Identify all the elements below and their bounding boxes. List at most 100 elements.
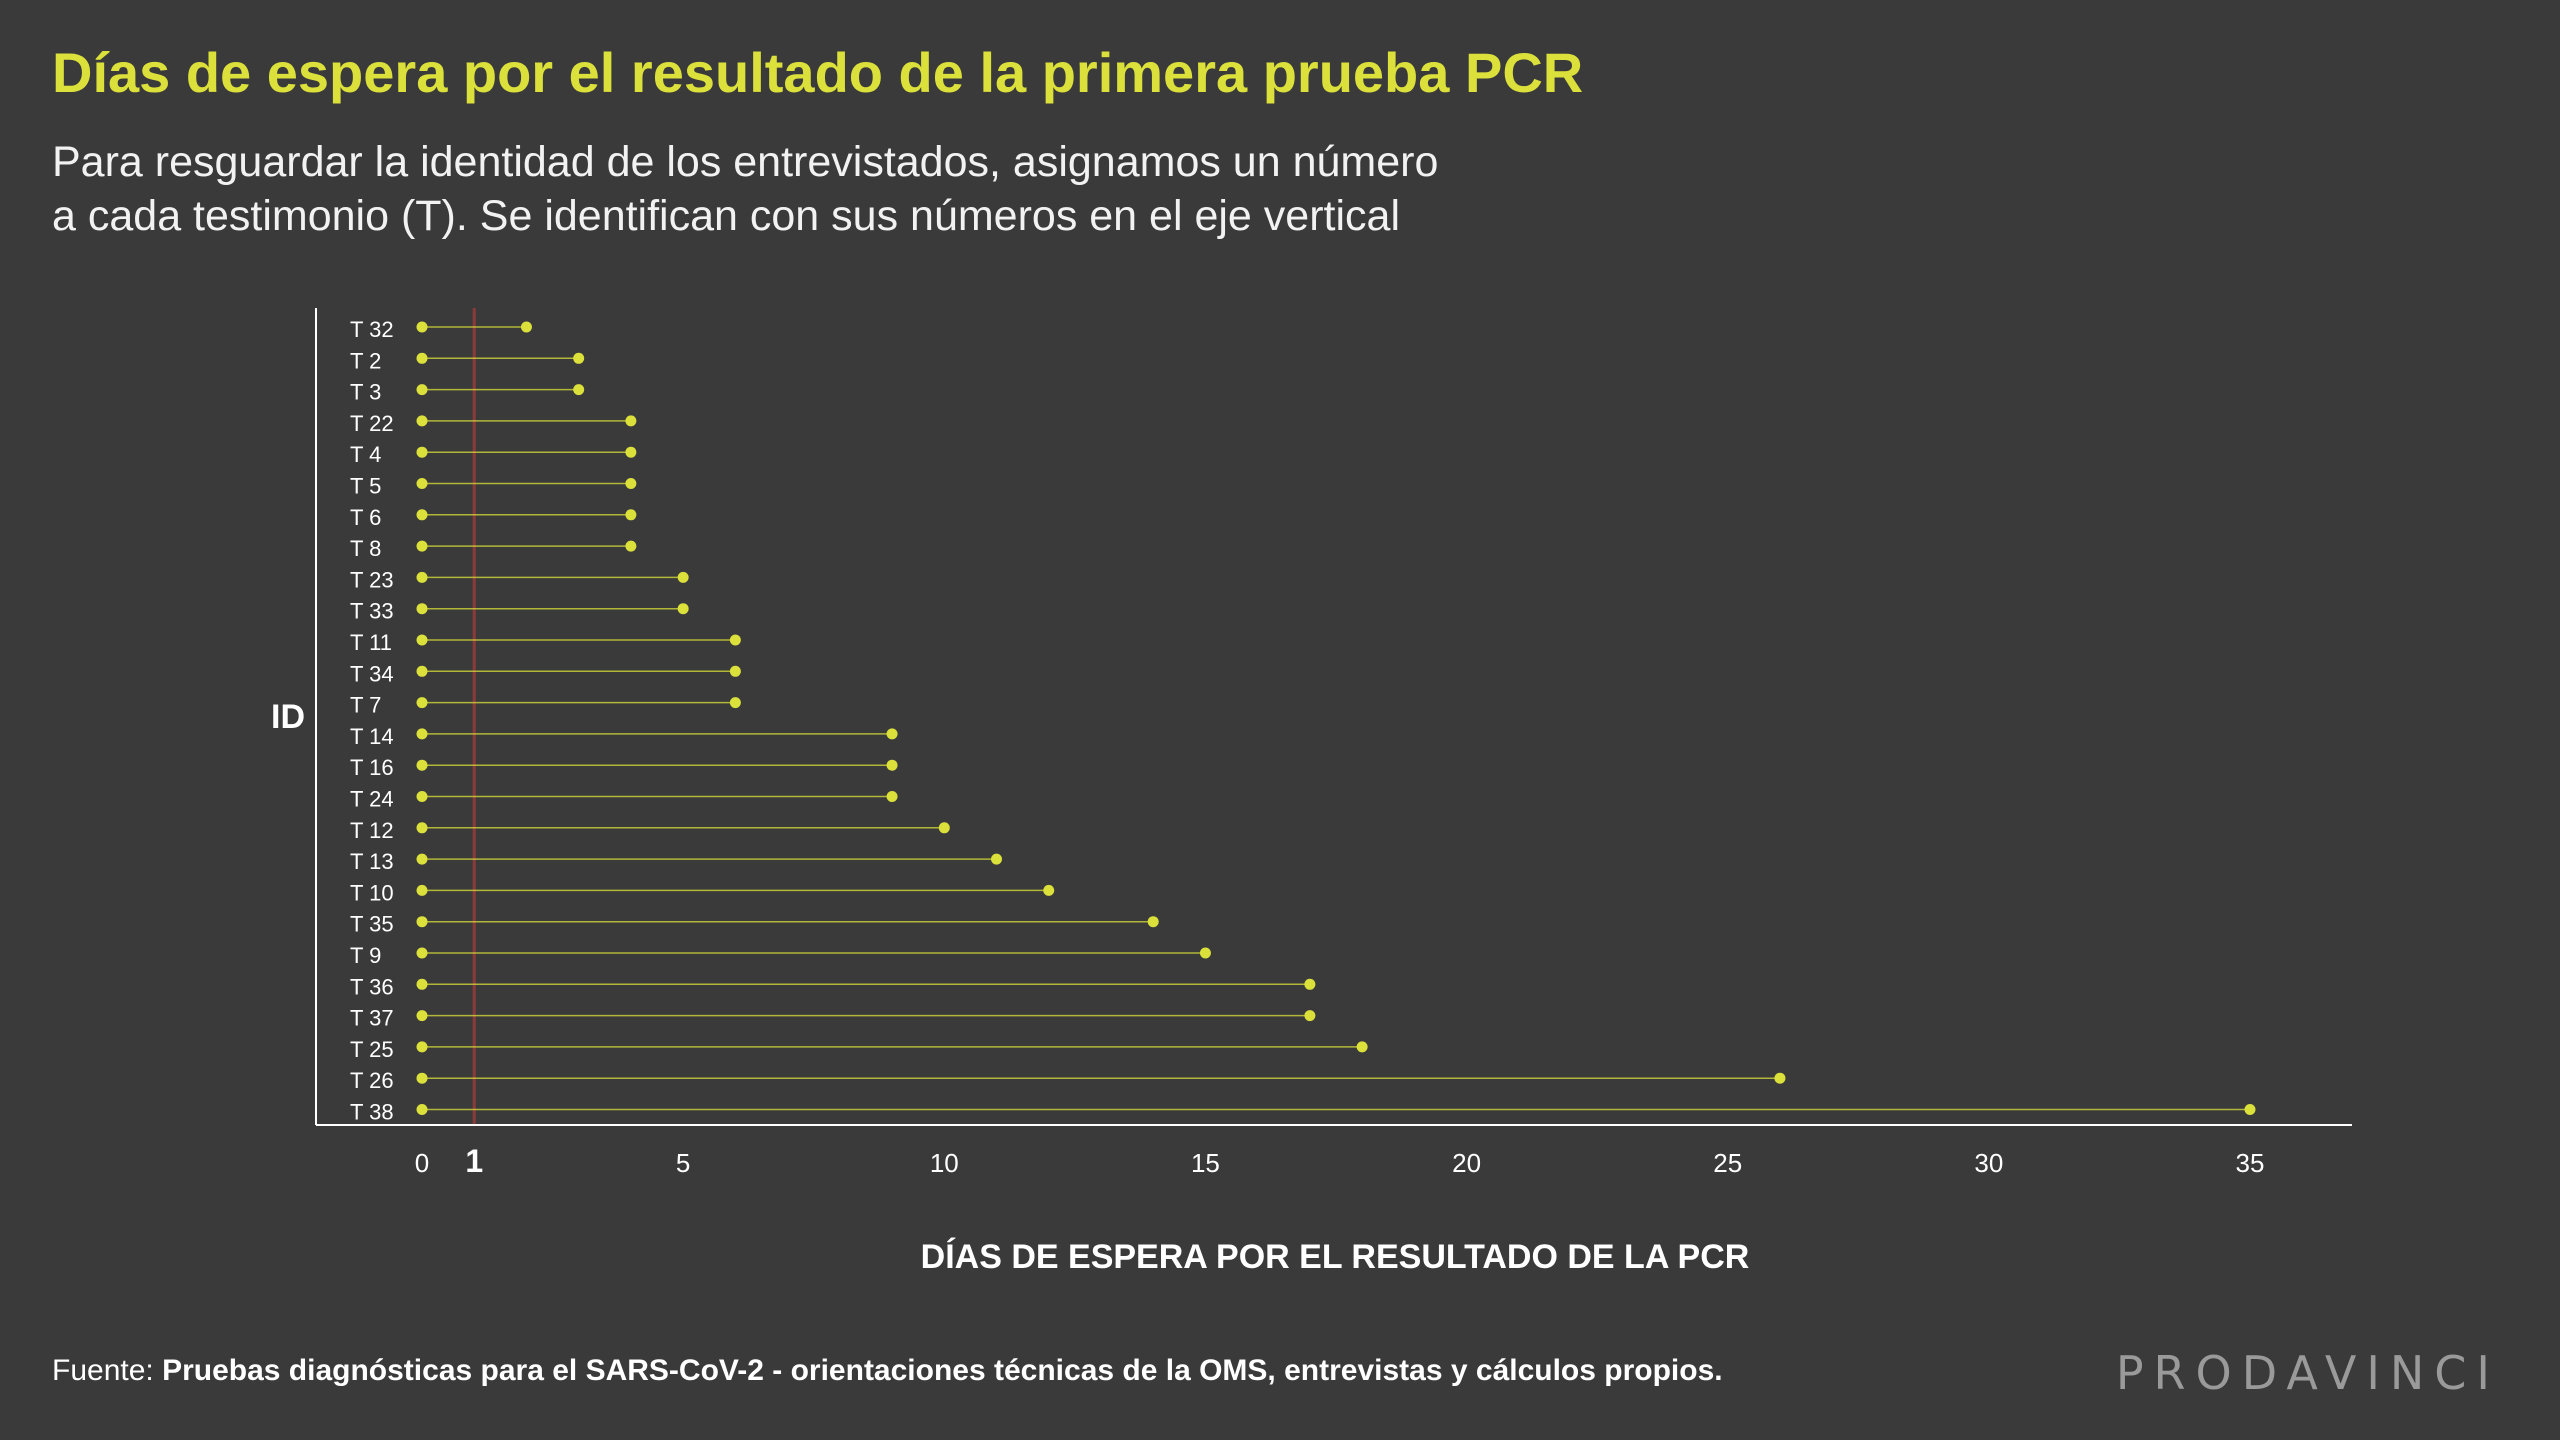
end-point [938, 822, 950, 834]
end-point [520, 321, 532, 333]
source-label: Fuente: [52, 1354, 154, 1387]
row-label: T 11 [350, 630, 392, 655]
chart-labels: T 32 T 2 T 3 T 22 T 4 T 5 T 6 T 8 T 23 T 33 T 11 T … [271, 317, 2264, 1276]
row-label: T 35 [350, 912, 394, 937]
end-point [1147, 916, 1159, 928]
row-label: T 22 [350, 411, 394, 436]
row-label: T 32 [350, 317, 394, 342]
start-point [416, 822, 428, 834]
start-point [416, 540, 428, 552]
end-point [1356, 1041, 1368, 1053]
row-label: T 33 [350, 599, 394, 624]
start-point [416, 947, 428, 959]
start-point [416, 571, 428, 583]
start-point [416, 697, 428, 709]
start-point [416, 1041, 428, 1053]
end-point [1043, 884, 1055, 896]
end-point [729, 697, 741, 709]
start-point [416, 728, 428, 740]
row-label: T 13 [350, 849, 394, 874]
row-label: T 12 [350, 818, 394, 843]
chart-title: Días de espera por el resultado de la pr… [52, 41, 1584, 104]
reference-line-label: 1 [465, 1143, 483, 1179]
end-point [886, 791, 898, 802]
start-point [416, 853, 428, 865]
end-point [729, 634, 741, 646]
start-point [416, 978, 428, 990]
x-tick-label: 0 [415, 1148, 429, 1178]
x-axis-title: DÍAS DE ESPERA POR EL RESULTADO DE LA PC… [921, 1238, 1750, 1276]
x-tick-label: 30 [1974, 1148, 2003, 1178]
start-point [416, 1072, 428, 1084]
end-point [729, 665, 741, 677]
end-point [677, 571, 689, 583]
x-tick-label: 35 [2236, 1148, 2265, 1178]
end-point [886, 728, 898, 740]
row-label: T 4 [350, 442, 381, 467]
row-label: T 3 [350, 380, 381, 405]
row-label: T 36 [350, 974, 394, 999]
row-label: T 8 [350, 536, 381, 561]
chart-rows [416, 321, 2256, 1115]
row-label: T 10 [350, 880, 394, 905]
row-label: T 26 [350, 1068, 394, 1093]
start-point [416, 759, 428, 771]
row-label: T 7 [350, 693, 381, 718]
start-point [416, 603, 428, 615]
y-axis-title: ID [271, 698, 305, 736]
row-label: T 25 [350, 1037, 394, 1062]
end-point [573, 352, 585, 364]
end-point [1304, 978, 1316, 990]
chart-axes [315, 308, 2352, 1126]
start-point [416, 791, 428, 802]
row-label: T 14 [350, 724, 394, 749]
row-label: T 5 [350, 474, 381, 499]
start-point [416, 352, 428, 364]
x-tick-label: 20 [1452, 1148, 1481, 1178]
end-point [886, 759, 898, 771]
row-label: T 23 [350, 567, 394, 592]
end-point [625, 509, 637, 521]
row-label: T 38 [350, 1100, 394, 1125]
start-point [416, 384, 428, 396]
start-point [416, 1010, 428, 1022]
row-label: T 16 [350, 755, 394, 780]
end-point [1304, 1010, 1316, 1022]
source-text: Pruebas diagnósticas para el SARS-CoV-2 … [162, 1354, 1723, 1387]
end-point [1774, 1072, 1786, 1084]
start-point [416, 509, 428, 521]
x-tick-label: 15 [1191, 1148, 1220, 1178]
start-point [416, 884, 428, 896]
start-point [416, 446, 428, 458]
start-point [416, 321, 428, 333]
start-point [416, 665, 428, 677]
x-tick-label: 5 [676, 1148, 690, 1178]
start-point [416, 916, 428, 928]
end-point [991, 853, 1003, 865]
end-point [1199, 947, 1211, 959]
end-point [573, 384, 585, 396]
brand-logo: PRODAVINCI [2115, 1346, 2500, 1400]
end-point [625, 540, 637, 552]
chart-subtitle: Para resguardar la identidad de los entr… [52, 135, 1652, 243]
row-label: T 37 [350, 1006, 394, 1031]
subtitle-line-1: Para resguardar la identidad de los entr… [52, 138, 1439, 186]
start-point [416, 478, 428, 489]
x-tick-label: 25 [1713, 1148, 1742, 1178]
x-tick-label: 10 [930, 1148, 959, 1178]
row-label: T 6 [350, 505, 381, 530]
start-point [416, 634, 428, 646]
start-point [416, 1104, 428, 1115]
end-point [625, 478, 637, 489]
row-label: T 34 [350, 661, 394, 686]
end-point [2244, 1104, 2256, 1115]
subtitle-line-2: a cada testimonio (T). Se identifican co… [52, 192, 1400, 240]
row-label: T 24 [350, 787, 394, 812]
end-point [625, 415, 637, 427]
start-point [416, 415, 428, 427]
row-label: T 2 [350, 348, 381, 373]
row-label: T 9 [350, 943, 381, 968]
end-point [677, 603, 689, 615]
source-footer: Fuente: Pruebas diagnósticas para el SAR… [52, 1354, 1723, 1388]
